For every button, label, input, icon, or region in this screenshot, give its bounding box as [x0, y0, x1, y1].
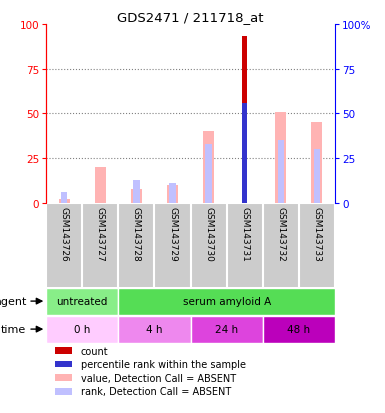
Bar	[55, 374, 72, 381]
Bar	[167, 186, 178, 204]
Bar	[203, 132, 214, 204]
Text: untreated: untreated	[57, 297, 108, 306]
Text: count: count	[81, 346, 109, 356]
Text: serum amyloid A: serum amyloid A	[182, 297, 271, 306]
Bar	[263, 316, 335, 343]
Bar	[59, 200, 70, 204]
Bar	[46, 288, 119, 315]
Text: time: time	[1, 324, 26, 334]
Bar	[314, 150, 320, 204]
Bar	[205, 145, 212, 204]
Bar	[191, 316, 263, 343]
Bar	[119, 316, 191, 343]
Text: GSM143729: GSM143729	[168, 206, 177, 261]
Bar	[55, 347, 72, 354]
Text: GSM143730: GSM143730	[204, 206, 213, 261]
Title: GDS2471 / 211718_at: GDS2471 / 211718_at	[117, 11, 264, 24]
Text: value, Detection Call = ABSENT: value, Detection Call = ABSENT	[81, 373, 236, 383]
Bar	[119, 288, 335, 315]
Bar	[55, 388, 72, 394]
Text: GSM143731: GSM143731	[240, 206, 249, 261]
Bar	[242, 103, 247, 204]
Bar	[278, 141, 284, 204]
Bar	[131, 189, 142, 204]
Text: GSM143726: GSM143726	[60, 206, 69, 261]
Text: GSM143733: GSM143733	[312, 206, 321, 261]
Bar	[311, 123, 322, 204]
Text: GSM143727: GSM143727	[96, 206, 105, 261]
Bar	[133, 180, 140, 204]
Text: GSM143732: GSM143732	[276, 206, 285, 261]
Text: agent: agent	[0, 297, 26, 306]
Bar	[61, 193, 67, 204]
Text: 4 h: 4 h	[146, 324, 163, 334]
Text: rank, Detection Call = ABSENT: rank, Detection Call = ABSENT	[81, 386, 231, 396]
Bar	[95, 168, 106, 204]
Bar	[55, 361, 72, 368]
Text: 24 h: 24 h	[215, 324, 238, 334]
Bar	[169, 184, 176, 204]
Text: GSM143728: GSM143728	[132, 206, 141, 261]
Bar	[46, 316, 119, 343]
Text: 0 h: 0 h	[74, 324, 90, 334]
Text: 48 h: 48 h	[287, 324, 310, 334]
Bar	[242, 37, 247, 204]
Bar	[275, 112, 286, 204]
Text: percentile rank within the sample: percentile rank within the sample	[81, 359, 246, 369]
